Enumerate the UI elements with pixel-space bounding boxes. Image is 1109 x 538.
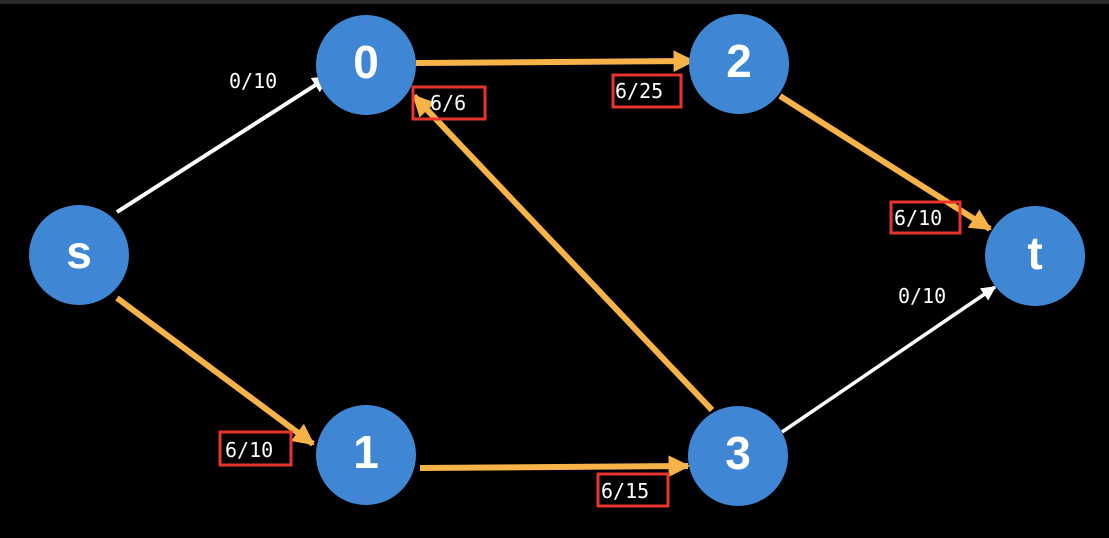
highlight-box-s-1 <box>218 430 293 467</box>
top-edge-strip <box>0 0 1109 4</box>
edge-2-t <box>778 93 992 232</box>
node-0-circle <box>316 15 416 115</box>
edge-0-2 <box>415 50 696 72</box>
node-t-label: t <box>1027 227 1042 279</box>
edge-3-0-line <box>411 93 715 413</box>
highlight-box-1-3 <box>596 472 670 508</box>
edge-label-s-0: 0/10 <box>229 69 277 93</box>
edge-s-0-line <box>115 75 330 214</box>
node-1-circle <box>316 405 416 505</box>
node-s-label: s <box>66 226 92 278</box>
edge-label-3-t: 0/10 <box>898 284 946 308</box>
edge-label-1-3: 6/15 <box>601 479 649 503</box>
node-3-label: 3 <box>725 427 751 479</box>
node-3: 3 <box>688 406 788 506</box>
node-0-label: 0 <box>353 36 379 88</box>
edge-s-1-line <box>115 295 315 447</box>
edge-label-2-t: 6/10 <box>894 206 942 230</box>
node-3-circle <box>688 406 788 506</box>
node-s: s <box>29 205 129 305</box>
edge-s-1 <box>115 295 315 447</box>
edge-2-t-line <box>778 93 992 232</box>
highlight-box-0-2 <box>611 73 683 109</box>
edge-label-3-0: 6/6 <box>430 91 466 115</box>
highlight-box-3-0 <box>411 85 487 121</box>
node-2-label: 2 <box>726 35 752 87</box>
edge-label-s-1: 6/10 <box>225 438 273 462</box>
edge-1-3 <box>419 455 691 477</box>
node-t-circle <box>985 206 1085 306</box>
edge-3-t <box>781 285 997 434</box>
edge-3-t-line <box>781 285 997 434</box>
node-2-circle <box>689 14 789 114</box>
edge-1-3-line <box>419 455 691 477</box>
node-2: 2 <box>689 14 789 114</box>
highlight-box-2-t <box>889 200 962 235</box>
node-1: 1 <box>316 405 416 505</box>
node-t: t <box>985 206 1085 306</box>
node-s-circle <box>29 205 129 305</box>
edge-0-2-line <box>415 50 696 72</box>
edge-s-0 <box>115 75 330 214</box>
node-1-label: 1 <box>353 426 379 478</box>
node-0: 0 <box>316 15 416 115</box>
edge-3-0 <box>411 93 715 413</box>
edge-label-0-2: 6/25 <box>615 79 663 103</box>
